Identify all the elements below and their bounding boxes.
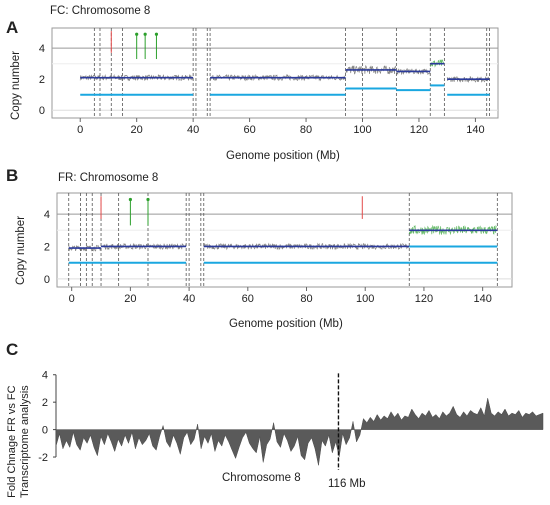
panel-a-raw-signal	[446, 76, 490, 84]
panel-b-x-tick-label: 20	[124, 293, 136, 305]
panel-c-y-tick-label: 0	[42, 425, 48, 437]
panel-a-raw-signal	[209, 73, 346, 82]
panel-c-y-tick-label: 4	[42, 370, 48, 382]
panel-b-x-tick-label: 120	[415, 293, 433, 305]
panel-b-xlabel: Genome position (Mb)	[229, 318, 343, 330]
panel-c-y-tick-label: 2	[42, 397, 48, 409]
panel-a-green-mark-dot	[135, 32, 139, 36]
panel-a-y-tick-label: 2	[39, 74, 45, 86]
panel-c-fold-change-area	[55, 398, 544, 466]
panel-b-x-tick-label: 140	[473, 293, 491, 305]
panel-b-green-mark-dot	[146, 197, 150, 202]
panel-a-x-tick-label: 80	[300, 124, 312, 136]
panel-a-xlabel: Genome position (Mb)	[226, 150, 340, 162]
panel-c-xlabel: Chromosome 8	[222, 472, 301, 484]
panel-c-annotation: 116 Mb	[328, 478, 366, 490]
panel-a-x-tick-label: 120	[410, 124, 428, 136]
panel-c-letter: C	[6, 340, 19, 359]
panel-b-green-mark-dot	[128, 197, 132, 202]
panel-a-x-tick-label: 60	[243, 124, 255, 136]
panel-b-plot-frame	[56, 192, 513, 288]
panel-b-title: FR: Chromosome 8	[58, 172, 159, 184]
panel-a-x-tick-label: 100	[353, 124, 371, 136]
panel-b-x-tick-label: 40	[183, 293, 195, 305]
panel-b-y-tick-label: 2	[44, 241, 50, 253]
panel-b-x-tick-label: 100	[356, 293, 374, 305]
panel-a-letter: A	[6, 18, 19, 37]
panel-b-y-tick-label: 4	[44, 209, 50, 221]
panel-a-y-tick-label: 0	[39, 105, 45, 117]
panel-a-y-tick-label: 4	[39, 43, 45, 55]
panel-b-x-tick-label: 60	[242, 293, 254, 305]
panel-a-x-tick-label: 0	[77, 124, 83, 136]
panel-a-green-mark-dot	[154, 32, 159, 36]
panel-a-title: FC: Chromosome 8	[50, 5, 151, 17]
panel-a-x-tick-label: 140	[466, 124, 484, 136]
panel-b-y-tick-label: 0	[44, 274, 50, 286]
panel-a-plot-frame	[51, 27, 499, 119]
panel-b-x-tick-label: 80	[300, 293, 312, 305]
panel-a-x-tick-label: 40	[187, 124, 199, 136]
panel-b-letter: B	[6, 166, 19, 185]
panel-b-x-tick-label: 0	[69, 293, 75, 305]
panel-a-x-tick-label: 20	[131, 124, 143, 136]
panel-c-y-tick-label: -2	[38, 452, 48, 464]
panel-a-green-mark-dot	[143, 32, 147, 36]
